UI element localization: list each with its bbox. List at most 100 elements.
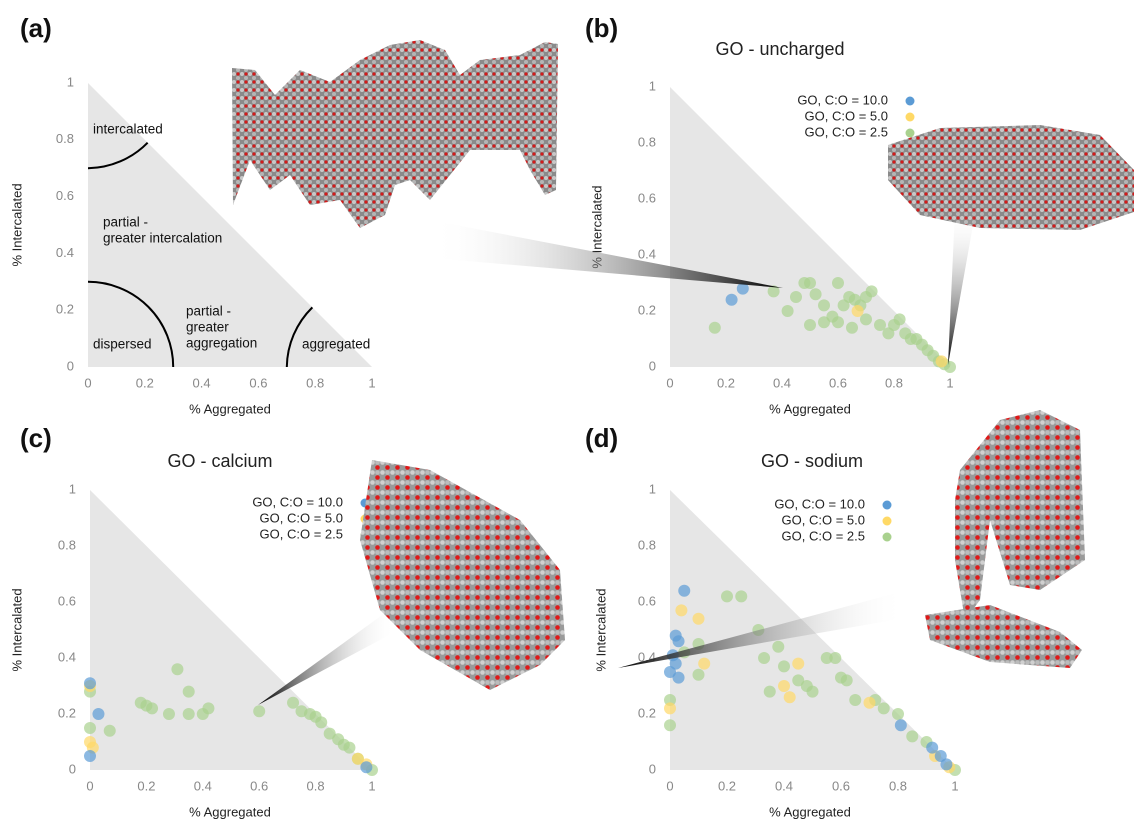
legend-label: GO, C:O = 2.5 — [260, 526, 343, 541]
x-tick-label: 0.4 — [193, 375, 211, 390]
x-axis-label: % Aggregated — [769, 401, 851, 416]
legend-label: GO, C:O = 10.0 — [797, 92, 888, 107]
point — [84, 750, 96, 762]
panel-label: (c) — [20, 423, 52, 453]
x-tick-label: 0 — [666, 375, 673, 390]
chart-title: GO - calcium — [167, 451, 272, 471]
point — [849, 694, 861, 706]
point — [253, 705, 265, 717]
figure: (a)% Aggregated% Intercalated00.20.40.60… — [0, 0, 1136, 824]
point — [864, 697, 876, 709]
x-tick-label: 0.8 — [306, 375, 324, 390]
x-tick-label: 0.2 — [717, 375, 735, 390]
annotation: partial - — [103, 215, 148, 230]
x-tick-label: 1 — [951, 778, 958, 793]
legend-label: GO, C:O = 5.0 — [782, 512, 865, 527]
point — [784, 691, 796, 703]
molecule-b — [888, 125, 1134, 230]
x-tick-label: 0.8 — [307, 778, 325, 793]
point — [360, 761, 372, 773]
point — [709, 322, 721, 334]
point — [698, 658, 710, 670]
annotation: dispersed — [93, 337, 152, 352]
point — [832, 277, 844, 289]
x-tick-label: 0.6 — [832, 778, 850, 793]
x-tick-label: 0.4 — [194, 778, 212, 793]
point — [163, 708, 175, 720]
point — [315, 716, 327, 728]
x-axis-label: % Aggregated — [189, 401, 271, 416]
point — [343, 742, 355, 754]
point — [940, 758, 952, 770]
point — [832, 316, 844, 328]
point — [906, 730, 918, 742]
x-tick-label: 0.4 — [775, 778, 793, 793]
legend-label: GO, C:O = 10.0 — [252, 494, 343, 509]
annotation: aggregated — [302, 337, 370, 352]
point — [792, 658, 804, 670]
annotation: greater intercalation — [103, 231, 222, 246]
y-tick-label: 0.2 — [56, 302, 74, 317]
y-tick-label: 0.4 — [58, 649, 76, 664]
x-tick-label: 0 — [86, 778, 93, 793]
annotation: intercalated — [93, 122, 163, 137]
point — [790, 291, 802, 303]
y-tick-label: 0.6 — [58, 593, 76, 608]
point — [84, 722, 96, 734]
y-tick-label: 0 — [649, 358, 656, 373]
legend-swatch — [906, 129, 915, 138]
x-tick-label: 0 — [84, 375, 91, 390]
legend-swatch — [883, 517, 892, 526]
x-tick-label: 0.4 — [773, 375, 791, 390]
y-tick-label: 0 — [67, 358, 74, 373]
legend-swatch — [883, 501, 892, 510]
y-tick-label: 0.4 — [638, 246, 656, 261]
point — [895, 719, 907, 731]
point — [171, 663, 183, 675]
y-tick-label: 1 — [649, 481, 656, 496]
point — [104, 725, 116, 737]
legend-label: GO, C:O = 5.0 — [260, 510, 343, 525]
y-tick-label: 0.2 — [58, 705, 76, 720]
point — [894, 313, 906, 325]
x-tick-label: 0.8 — [889, 778, 907, 793]
y-tick-label: 1 — [67, 74, 74, 89]
x-tick-label: 0.2 — [136, 375, 154, 390]
annotation: aggregation — [186, 336, 257, 351]
legend-label: GO, C:O = 2.5 — [805, 124, 888, 139]
y-tick-label: 0.2 — [638, 302, 656, 317]
point — [841, 674, 853, 686]
point — [778, 660, 790, 672]
annotation: greater — [186, 320, 229, 335]
molecule-a — [232, 40, 558, 228]
point — [782, 305, 794, 317]
panel-label: (a) — [20, 13, 52, 43]
point — [673, 635, 685, 647]
point — [804, 319, 816, 331]
legend-label: GO, C:O = 5.0 — [805, 108, 888, 123]
point — [183, 686, 195, 698]
x-axis-label: % Aggregated — [189, 804, 271, 819]
panel-label: (b) — [585, 13, 618, 43]
point — [810, 288, 822, 300]
point — [202, 702, 214, 714]
point — [146, 702, 158, 714]
molecule-c — [360, 460, 565, 690]
legend-swatch — [906, 97, 915, 106]
chart-title: GO - uncharged — [715, 39, 844, 59]
point — [772, 641, 784, 653]
y-tick-label: 0.6 — [56, 188, 74, 203]
point — [675, 604, 687, 616]
y-tick-label: 0.2 — [638, 705, 656, 720]
point — [726, 294, 738, 306]
chart-title: GO - sodium — [761, 451, 863, 471]
wedge-b — [948, 210, 975, 365]
molecule-d1 — [955, 410, 1085, 620]
point — [804, 277, 816, 289]
y-tick-label: 0.8 — [58, 537, 76, 552]
point — [673, 672, 685, 684]
point — [693, 669, 705, 681]
legend-swatch — [906, 113, 915, 122]
point — [92, 708, 104, 720]
y-tick-label: 0.6 — [638, 190, 656, 205]
